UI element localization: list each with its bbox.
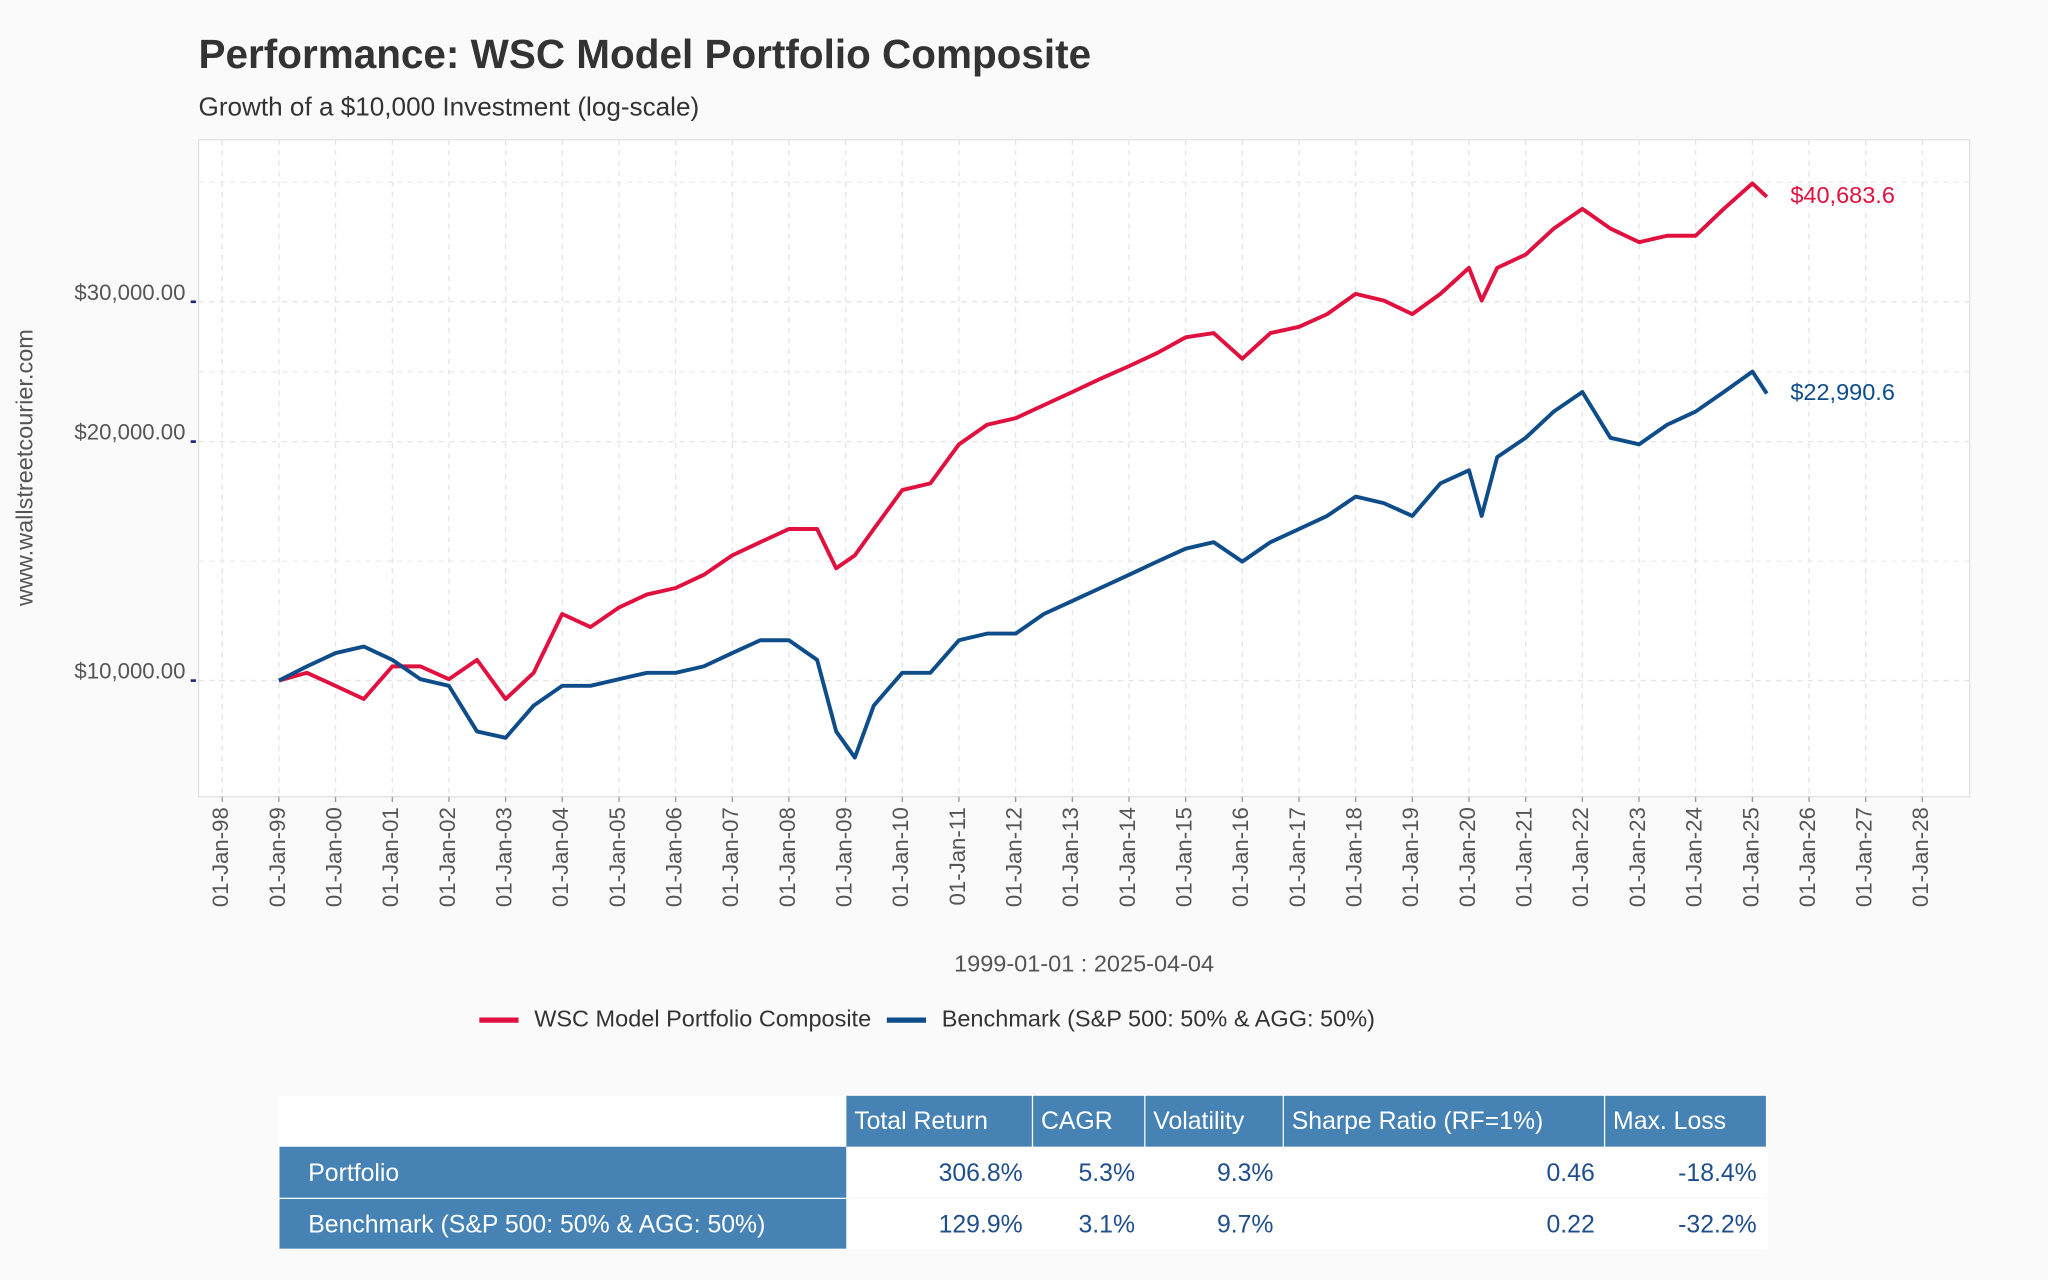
- table-header: Volatility: [1153, 1108, 1245, 1135]
- x-tick-label: 01-Jan-02: [435, 807, 460, 907]
- legend-label: WSC Model Portfolio Composite: [534, 1005, 871, 1031]
- x-tick-label: 01-Jan-07: [718, 807, 743, 907]
- y-tick-label: $30,000.00: [74, 280, 185, 305]
- table-row-header: Benchmark (S&P 500: 50% & AGG: 50%): [308, 1211, 765, 1238]
- x-tick-label: 01-Jan-20: [1455, 807, 1480, 907]
- table-cell: 3.1%: [1078, 1211, 1135, 1238]
- table-cell: 9.7%: [1217, 1211, 1274, 1238]
- table-corner: [279, 1095, 847, 1147]
- x-tick-label: 01-Jan-26: [1795, 807, 1820, 907]
- table-header: Max. Loss: [1613, 1108, 1726, 1135]
- table-header: Sharpe Ratio (RF=1%): [1292, 1108, 1544, 1135]
- y-axis-title: www.wallstreetcourier.com: [11, 329, 37, 607]
- table-row-cell: [846, 1199, 1768, 1249]
- x-tick-label: 01-Jan-18: [1342, 807, 1367, 907]
- x-tick-label: 01-Jan-99: [265, 807, 290, 907]
- plot-area: [197, 139, 1971, 798]
- table-cell: 9.3%: [1217, 1160, 1274, 1187]
- table-cell: 0.22: [1547, 1211, 1595, 1238]
- table-cell: 129.9%: [939, 1211, 1023, 1238]
- x-tick-label: 01-Jan-12: [1001, 807, 1026, 907]
- table-header: Total Return: [854, 1108, 988, 1135]
- table-header-cell: [1145, 1095, 1283, 1147]
- x-tick-label: 01-Jan-22: [1568, 807, 1593, 907]
- legend-label: Benchmark (S&P 500: 50% & AGG: 50%): [942, 1005, 1375, 1031]
- table-row-header: Portfolio: [308, 1160, 399, 1187]
- x-tick-label: 01-Jan-08: [775, 807, 800, 907]
- x-tick-label: 01-Jan-21: [1512, 807, 1537, 907]
- x-tick-label: 01-Jan-13: [1058, 807, 1083, 907]
- series-line: [277, 369, 1769, 760]
- x-tick-label: 01-Jan-04: [548, 807, 573, 907]
- table-row-header-cell: [279, 1199, 847, 1249]
- x-tick-label: 01-Jan-17: [1285, 807, 1310, 907]
- table-cell: 0.46: [1547, 1160, 1595, 1187]
- chart-title: Performance: WSC Model Portfolio Composi…: [199, 31, 1092, 77]
- table-cell: 306.8%: [939, 1160, 1023, 1187]
- chart-subtitle: Growth of a $10,000 Investment (log-scal…: [199, 91, 700, 121]
- x-tick-label: 01-Jan-27: [1852, 807, 1877, 907]
- x-tick-label: 01-Jan-00: [321, 807, 346, 907]
- x-tick-label: 01-Jan-11: [945, 807, 970, 905]
- x-tick-label: 01-Jan-15: [1171, 807, 1196, 907]
- table-header-cell: [1283, 1095, 1604, 1147]
- x-tick-label: 01-Jan-14: [1115, 807, 1140, 907]
- x-tick-label: 01-Jan-10: [888, 807, 913, 907]
- table-header-cell: [1033, 1095, 1145, 1147]
- x-tick-label: 01-Jan-25: [1738, 807, 1763, 907]
- x-tick-label: 01-Jan-06: [661, 807, 686, 907]
- x-tick-label: 01-Jan-05: [605, 807, 630, 907]
- table-cell: -32.2%: [1678, 1211, 1757, 1238]
- table-row-cell: [846, 1146, 1768, 1198]
- x-tick-label: 01-Jan-16: [1228, 807, 1253, 907]
- end-label: $22,990.6: [1790, 379, 1895, 405]
- series-line: [278, 181, 1769, 701]
- y-tick-label: $10,000.00: [74, 659, 185, 684]
- x-tick-label: 01-Jan-98: [208, 807, 233, 907]
- x-tick-label: 01-Jan-24: [1681, 807, 1706, 907]
- x-tick-label: 01-Jan-19: [1398, 807, 1423, 907]
- table-header-cell: [846, 1095, 1032, 1147]
- x-tick-label: 01-Jan-23: [1625, 807, 1650, 907]
- x-tick-label: 01-Jan-01: [378, 807, 403, 907]
- x-axis-title: 1999-01-01 : 2025-04-04: [954, 950, 1214, 976]
- table-header-cell: [1605, 1095, 1766, 1147]
- end-label: $40,683.6: [1790, 182, 1895, 208]
- table-cell: 5.3%: [1078, 1160, 1135, 1187]
- table-header: CAGR: [1041, 1108, 1113, 1135]
- y-tick-label: $20,000.00: [74, 420, 185, 445]
- x-tick-label: 01-Jan-09: [832, 807, 857, 907]
- table-row-header-cell: [279, 1146, 847, 1198]
- x-tick-label: 01-Jan-28: [1908, 807, 1933, 907]
- table-cell: -18.4%: [1678, 1160, 1757, 1187]
- x-tick-label: 01-Jan-03: [491, 807, 516, 907]
